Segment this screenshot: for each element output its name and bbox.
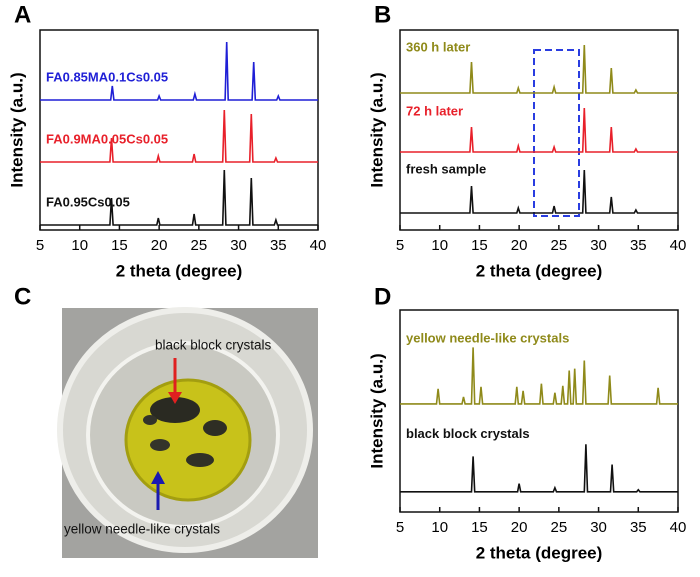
x-tick-label: 40: [310, 237, 327, 254]
x-tick-label: 5: [36, 237, 44, 254]
pattern-line: [40, 109, 318, 163]
x-axis-title: 2 theta (degree): [476, 543, 603, 562]
annotation: black block crystals: [155, 338, 272, 353]
highlight-box: [533, 49, 580, 217]
x-tick-label: 30: [590, 237, 607, 254]
x-tick-label: 35: [630, 237, 647, 254]
series-label: 360 h later: [406, 39, 470, 54]
x-tick-label: 30: [590, 519, 607, 536]
x-tick-label: 25: [191, 237, 208, 254]
panel-label: D: [374, 283, 391, 310]
y-axis-title: Intensity (a.u.): [367, 353, 386, 468]
x-tick-label: 15: [111, 237, 128, 254]
pattern-line: [400, 44, 678, 94]
series-label: FA0.95Cs0.05: [46, 194, 130, 209]
x-tick-label: 5: [396, 519, 404, 536]
x-tick-label: 35: [270, 237, 287, 254]
x-tick-label: 40: [670, 519, 687, 536]
plot-frame: [399, 309, 679, 513]
pattern-line: [400, 107, 678, 153]
x-tick-label: 15: [471, 237, 488, 254]
x-tick-label: 10: [431, 519, 448, 536]
pattern-line: [400, 444, 678, 493]
x-axis-title: 2 theta (degree): [116, 261, 243, 280]
plot-frame: [39, 29, 319, 231]
annotation: yellow needle-like crystals: [64, 522, 220, 537]
x-tick-label: 30: [230, 237, 247, 254]
x-tick-label: 15: [471, 519, 488, 536]
x-tick-label: 20: [511, 237, 528, 254]
x-tick-label: 10: [431, 237, 448, 254]
plot-frame: [399, 29, 679, 231]
x-tick-label: 20: [511, 519, 528, 536]
x-tick-label: 40: [670, 237, 687, 254]
panel-label: C: [14, 283, 31, 310]
x-tick-label: 35: [630, 519, 647, 536]
photo: black block crystals yellow needle-like …: [57, 307, 318, 558]
y-axis-title: Intensity (a.u.): [7, 72, 26, 187]
series-label: yellow needle-like crystals: [406, 330, 569, 345]
x-axis-title: 2 theta (degree): [476, 261, 603, 280]
panel-label: B: [374, 1, 391, 28]
series-label: black block crystals: [406, 426, 530, 441]
pattern-line: [40, 41, 318, 101]
x-tick-label: 20: [151, 237, 168, 254]
y-axis-title: Intensity (a.u.): [367, 72, 386, 187]
series-label: 72 h later: [406, 103, 463, 118]
panel-label: A: [14, 1, 31, 28]
pattern-line: [40, 169, 318, 226]
series-label: FA0.85MA0.1Cs0.05: [46, 69, 168, 84]
series-label: fresh sample: [406, 161, 486, 176]
x-tick-label: 5: [396, 237, 404, 254]
x-tick-label: 25: [551, 519, 568, 536]
pattern-line: [400, 169, 678, 214]
series-label: FA0.9MA0.05Cs0.05: [46, 131, 168, 146]
x-tick-label: 10: [71, 237, 88, 254]
x-tick-label: 25: [551, 237, 568, 254]
pattern-line: [400, 347, 678, 405]
